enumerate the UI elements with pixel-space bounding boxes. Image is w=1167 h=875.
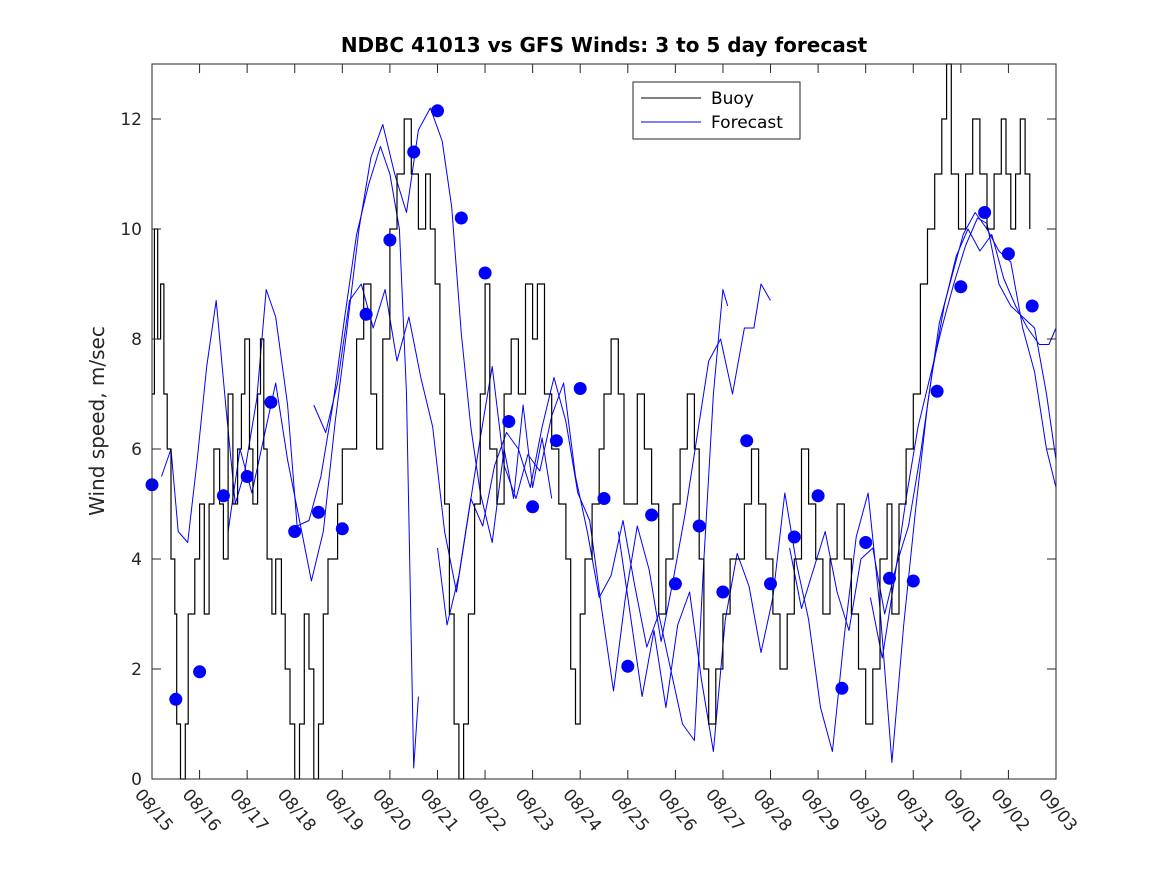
- forecast-marker: [740, 434, 754, 448]
- forecast-marker: [359, 307, 373, 321]
- forecast-marker: [478, 266, 492, 280]
- buoy-line: [152, 63, 1031, 780]
- forecast-marker: [407, 145, 421, 159]
- forecast-marker: [692, 519, 706, 533]
- forecast-line-5: [617, 212, 1057, 763]
- forecast-marker: [573, 382, 587, 395]
- forecast-marker: [193, 665, 207, 679]
- forecast-series-group: [161, 107, 1057, 769]
- y-tick-label: 8: [131, 330, 142, 350]
- forecast-marker: [1025, 299, 1039, 313]
- forecast-marker: [597, 492, 611, 505]
- forecast-marker: [764, 577, 777, 591]
- forecast-markers-group: [145, 104, 1039, 706]
- forecast-marker: [621, 659, 635, 673]
- forecast-marker: [906, 574, 920, 588]
- forecast-marker: [787, 530, 801, 544]
- forecast-marker: [502, 415, 516, 428]
- legend-forecast-label: Forecast: [711, 113, 783, 133]
- forecast-marker: [930, 384, 944, 398]
- forecast-marker: [835, 681, 849, 695]
- forecast-marker: [549, 434, 563, 448]
- forecast-marker: [978, 206, 992, 219]
- y-tick-label: 2: [131, 660, 142, 680]
- forecast-line-1: [161, 146, 419, 769]
- forecast-marker: [859, 536, 873, 549]
- forecast-line-3: [313, 283, 729, 741]
- y-axis-label: Wind speed, m/sec: [85, 326, 109, 516]
- forecast-marker: [716, 585, 730, 599]
- forecast-line-6: [789, 228, 1057, 631]
- legend-box: [632, 81, 801, 140]
- chart-title: NDBC 41013 vs GFS Winds: 3 to 5 day fore…: [341, 33, 868, 57]
- legend-buoy-label: Buoy: [711, 89, 754, 109]
- y-tick-label: 12: [120, 110, 142, 130]
- forecast-marker: [668, 577, 682, 591]
- forecast-marker: [264, 395, 278, 409]
- forecast-marker: [335, 522, 349, 536]
- y-tick-label: 0: [131, 770, 142, 790]
- forecast-marker: [454, 211, 468, 225]
- forecast-marker: [883, 571, 896, 585]
- y-tick-label: 10: [120, 220, 142, 240]
- forecast-marker: [954, 280, 968, 294]
- forecast-marker: [169, 692, 183, 706]
- forecast-marker: [645, 508, 659, 522]
- plot-frame: [151, 63, 1057, 780]
- forecast-marker: [240, 470, 254, 483]
- forecast-marker: [1001, 247, 1015, 261]
- y-tick-label: 6: [131, 440, 142, 460]
- y-axis: 0 2 4 6 8 10 12: [120, 110, 1056, 790]
- legend: Buoy Forecast: [632, 81, 801, 140]
- forecast-marker: [431, 104, 444, 118]
- forecast-marker: [811, 489, 825, 503]
- forecast-marker: [526, 500, 540, 514]
- forecast-line-7: [869, 217, 1057, 659]
- forecast-marker: [383, 233, 397, 247]
- forecast-line-4: [437, 283, 771, 692]
- forecast-marker: [288, 525, 302, 538]
- buoy-series-group: [152, 63, 1031, 780]
- forecast-line-2: [227, 107, 553, 582]
- y-tick-label: 4: [131, 550, 142, 570]
- forecast-marker: [216, 489, 230, 503]
- forecast-marker: [312, 505, 325, 519]
